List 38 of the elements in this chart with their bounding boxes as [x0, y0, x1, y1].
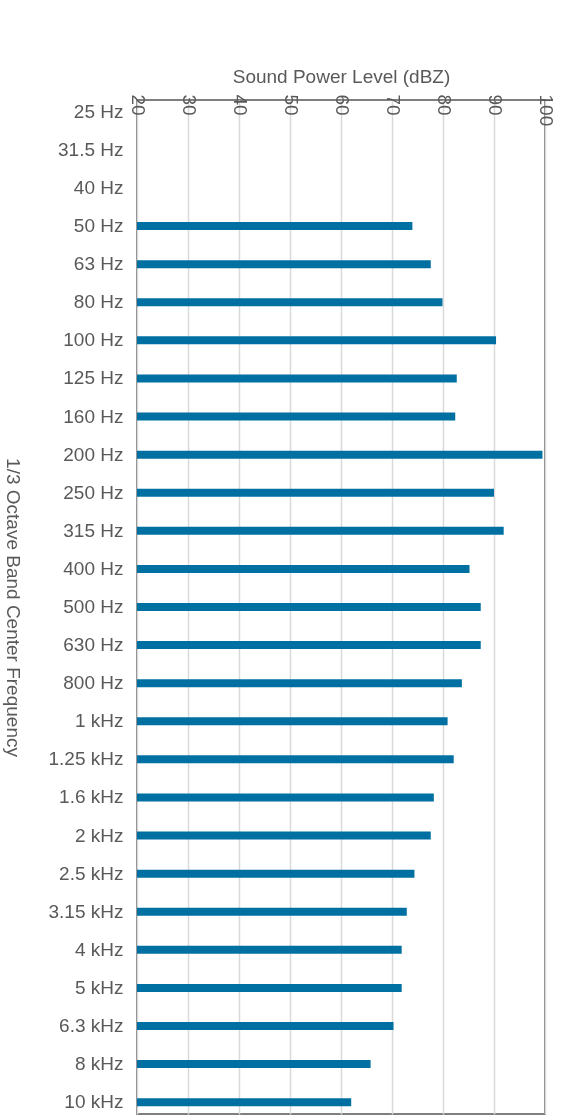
x-tick-label: 70 [382, 94, 404, 116]
x-tick-label: 100 [535, 94, 557, 127]
y-tick-label: 10 kHz [64, 1091, 124, 1113]
y-tick-label: 250 Hz [63, 481, 124, 503]
x-tick-label: 90 [484, 94, 506, 116]
y-tick-label: 2.5 kHz [59, 862, 124, 884]
y-tick-label: 5 kHz [74, 976, 124, 998]
y-tick-label: 500 Hz [63, 596, 124, 617]
y-tick-label: 100 Hz [63, 329, 124, 351]
y-tick-label: 1.25 kHz [48, 748, 124, 770]
y-tick-label: 2 kHz [74, 824, 124, 846]
y-tick-label: 630 Hz [63, 634, 124, 656]
x-tick-label: 20 [127, 94, 149, 116]
y-tick-label: 80 Hz [73, 291, 124, 313]
y-tick-label: 200 Hz [63, 443, 124, 465]
y-tick-label: 25 Hz [73, 100, 124, 122]
y-tick-label: 63 Hz [73, 253, 124, 275]
y-tick-label: 125 Hz [63, 367, 124, 389]
y-tick-label: 3.15 kHz [48, 900, 124, 922]
x-axis-title: Sound Power Level (dBZ) [232, 65, 451, 87]
y-tick-label: 31.5 Hz [58, 138, 124, 160]
y-tick-label: 1.6 kHz [59, 786, 124, 808]
y-tick-label: 400 Hz [63, 557, 124, 579]
y-tick-label: 800 Hz [63, 672, 124, 694]
x-tick-label: 30 [178, 94, 200, 116]
y-tick-label: 4 kHz [74, 938, 124, 960]
x-tick-label: 60 [331, 94, 353, 116]
x-tick-label: 40 [229, 94, 251, 116]
x-tick-label: 80 [433, 94, 455, 116]
y-tick-label: 160 Hz [63, 405, 124, 427]
y-tick-label: 40 Hz [73, 176, 124, 198]
x-tick-label: 50 [280, 94, 302, 116]
y-axis-title: 1/3 Octave Band Center Frequency [2, 458, 24, 758]
y-tick-label: 1 kHz [74, 710, 124, 732]
y-tick-label: 6.3 kHz [59, 1015, 124, 1037]
y-tick-label: 8 kHz [74, 1053, 124, 1075]
y-tick-label: 50 Hz [73, 215, 124, 237]
y-tick-label: 315 Hz [63, 519, 124, 541]
